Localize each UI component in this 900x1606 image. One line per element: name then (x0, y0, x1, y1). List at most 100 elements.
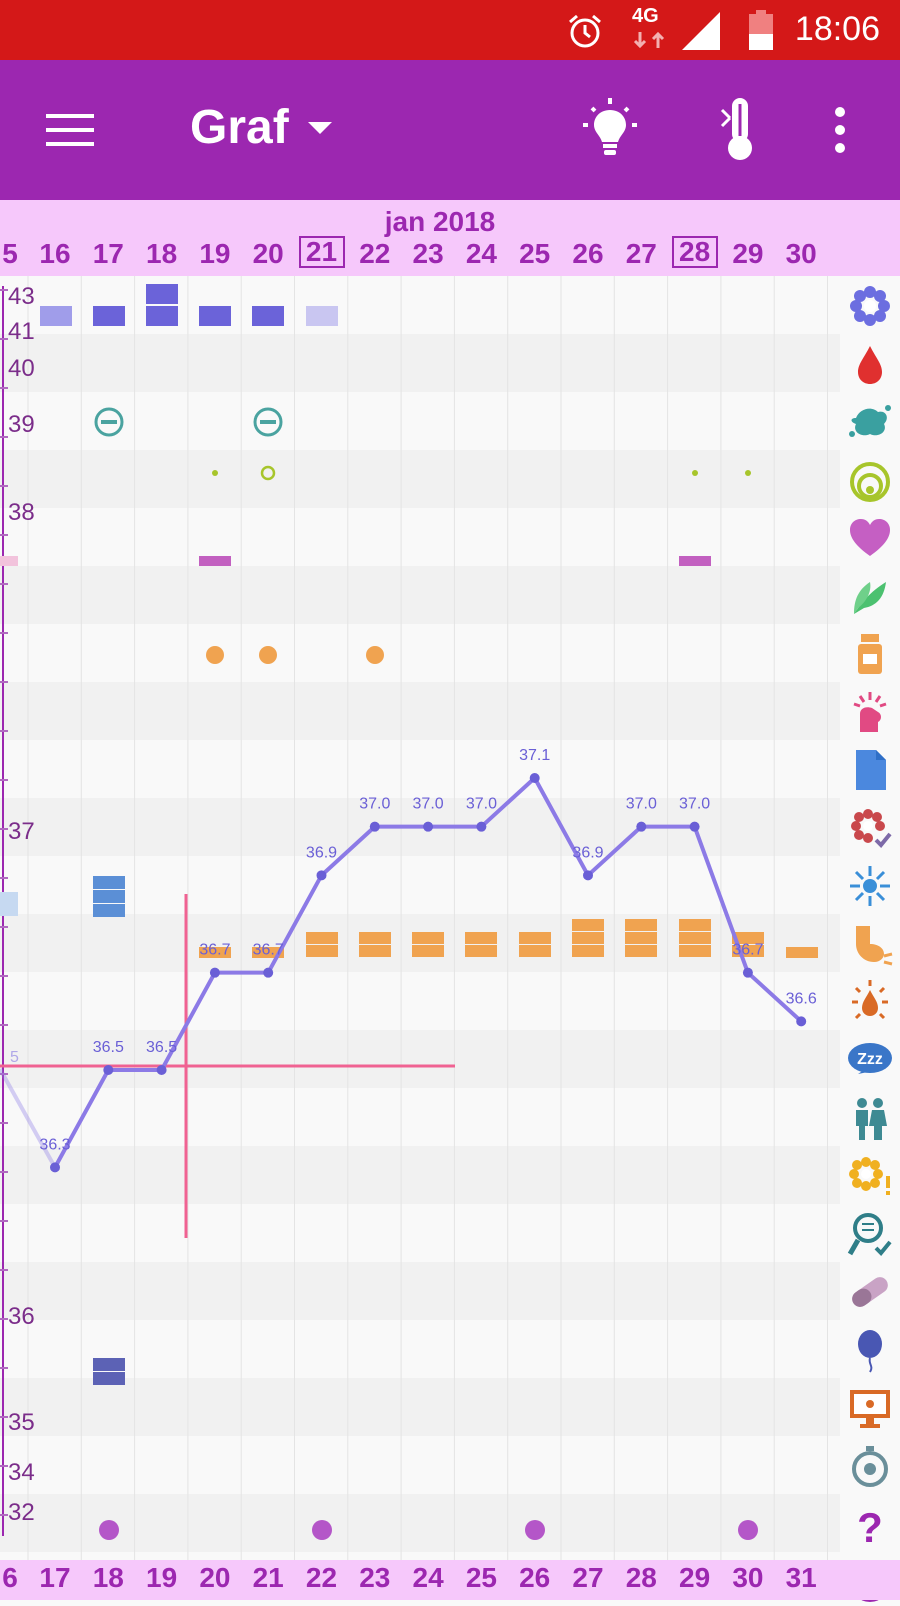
footer-day-15[interactable]: 31 (785, 1562, 817, 1593)
balloon-icon[interactable] (846, 1326, 894, 1374)
breast-icon[interactable] (846, 920, 894, 968)
mucus-bar[interactable] (199, 947, 231, 958)
test-icon[interactable] (846, 1210, 894, 1258)
footer-day-10[interactable]: 26 (519, 1562, 551, 1593)
mucus-bar[interactable] (679, 932, 711, 944)
temperature-point[interactable] (103, 1065, 114, 1076)
heart-icon[interactable] (846, 514, 894, 562)
temperature-point[interactable] (369, 821, 380, 832)
mucus-bar[interactable] (572, 919, 604, 931)
header-day-15[interactable]: 30 (785, 238, 817, 269)
footer-day-4[interactable]: 20 (199, 1562, 231, 1593)
header-day-9[interactable]: 24 (465, 238, 497, 269)
monitor-icon[interactable] (846, 1384, 894, 1432)
lightbulb-icon[interactable] (582, 98, 638, 158)
sparkle-icon[interactable] (846, 862, 894, 910)
capsule-icon[interactable] (846, 1268, 894, 1316)
footer-day-5[interactable]: 21 (252, 1562, 284, 1593)
blood-drop-icon[interactable] (846, 340, 894, 388)
mucus-bar[interactable] (625, 932, 657, 944)
footer-day-9[interactable]: 25 (465, 1562, 497, 1593)
cervix-icon[interactable] (846, 456, 894, 504)
flower-icon[interactable] (846, 282, 894, 330)
footer-day-8[interactable]: 24 (412, 1562, 444, 1593)
temperature-point[interactable] (742, 967, 753, 978)
mucus-bar[interactable] (465, 932, 497, 944)
mucus-bar[interactable] (412, 932, 444, 944)
help-icon[interactable]: ? (846, 1500, 894, 1548)
temperature-point[interactable] (316, 870, 327, 881)
footer-day-0[interactable]: 6 (2, 1562, 18, 1593)
ovulation-test-bar[interactable] (93, 876, 125, 889)
spotting-bar[interactable] (93, 1372, 125, 1385)
sleep-icon[interactable]: Zzz (846, 1036, 894, 1084)
temperature-point[interactable] (156, 1065, 167, 1076)
menu-icon[interactable] (46, 112, 94, 148)
bleeding-bar[interactable] (306, 306, 338, 326)
cervix-dot[interactable] (745, 470, 751, 476)
bleeding-bar[interactable] (252, 306, 284, 326)
note-dot[interactable] (738, 1520, 758, 1540)
header-day-2[interactable]: 17 (92, 238, 124, 269)
mucus-bar[interactable] (625, 945, 657, 957)
bleeding-bar[interactable] (146, 284, 178, 304)
bleeding-bar[interactable] (146, 306, 178, 326)
mucus-bar[interactable] (679, 919, 711, 931)
footer-day-2[interactable]: 18 (92, 1562, 124, 1593)
mucus-bar[interactable] (519, 932, 551, 944)
header-day-7[interactable]: 22 (359, 238, 391, 269)
header-day-13[interactable]: 28 (671, 236, 718, 268)
document-icon[interactable] (846, 746, 894, 794)
header-day-3[interactable]: 18 (146, 238, 178, 269)
footer-day-3[interactable]: 19 (146, 1562, 178, 1593)
minus-circle-icon[interactable] (94, 407, 124, 437)
mucus-bar[interactable] (786, 947, 818, 958)
bleeding-bar[interactable] (199, 306, 231, 326)
cervix-dot[interactable] (692, 470, 698, 476)
intercourse-bar[interactable] (199, 556, 231, 566)
temperature-point[interactable] (423, 821, 434, 832)
temperature-point[interactable] (476, 821, 487, 832)
mucus-bar[interactable] (252, 947, 284, 958)
mucus-bar[interactable] (572, 945, 604, 957)
splash-icon[interactable] (846, 398, 894, 446)
hand-icon[interactable] (846, 688, 894, 736)
header-day-12[interactable]: 27 (625, 238, 657, 269)
ovulation-test-bar[interactable] (0, 892, 18, 916)
header-day-1[interactable]: 16 (39, 238, 71, 269)
cervix-dot[interactable] (212, 470, 218, 476)
chart-area[interactable]: 43 41 40 39 38 37 36 35 34 32 (0, 276, 840, 1606)
note-dot[interactable] (99, 1520, 119, 1540)
flower-check-icon[interactable] (846, 804, 894, 852)
medication-dot[interactable] (366, 646, 384, 664)
drop-burst-icon[interactable] (846, 978, 894, 1026)
mucus-bar[interactable] (519, 945, 551, 957)
footer-day-11[interactable]: 27 (572, 1562, 604, 1593)
medication-dot[interactable] (259, 646, 277, 664)
footer-day-12[interactable]: 28 (625, 1562, 657, 1593)
mucus-bar[interactable] (306, 945, 338, 957)
footer-day-13[interactable]: 29 (679, 1562, 711, 1593)
header-day-14[interactable]: 29 (732, 238, 764, 269)
couple-icon[interactable] (846, 1094, 894, 1142)
stopwatch-icon[interactable] (846, 1442, 894, 1490)
header-day-6[interactable]: 21 (298, 236, 345, 268)
mucus-bar[interactable] (572, 932, 604, 944)
bleeding-bar[interactable] (40, 306, 72, 326)
mucus-bar[interactable] (732, 932, 764, 944)
header-day-5[interactable]: 20 (252, 238, 284, 269)
footer-day-7[interactable]: 23 (359, 1562, 391, 1593)
temperature-point[interactable] (263, 967, 274, 978)
mucus-bar[interactable] (412, 945, 444, 957)
flower-alert-icon[interactable] (846, 1152, 894, 1200)
dropdown-icon[interactable] (306, 118, 334, 138)
temperature-point[interactable] (689, 821, 700, 832)
more-icon[interactable] (832, 106, 848, 154)
footer-day-1[interactable]: 17 (39, 1562, 71, 1593)
mucus-bar[interactable] (306, 932, 338, 944)
header-day-10[interactable]: 25 (519, 238, 551, 269)
footer-day-14[interactable]: 30 (732, 1562, 764, 1593)
header-day-0[interactable]: 5 (2, 238, 18, 269)
note-dot[interactable] (525, 1520, 545, 1540)
mucus-bar[interactable] (359, 932, 391, 944)
